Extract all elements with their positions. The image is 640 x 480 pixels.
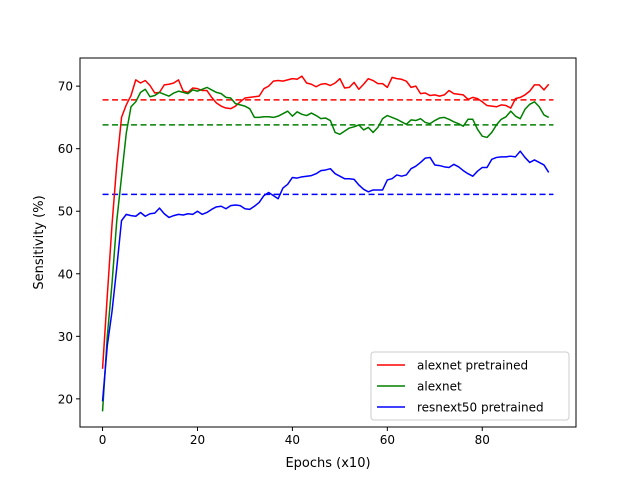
legend-label: alexnet pretrained [417,359,528,373]
y-tick-label: 30 [58,330,73,344]
y-tick-label: 60 [58,142,73,156]
x-tick-label: 80 [475,433,490,447]
series-line-alexnet [101,86,550,412]
series-line-resnext50-pretrained [101,150,550,402]
series-line-alexnet-pretrained [101,75,550,369]
x-axis-ticks: 0 20 40 60 80 [99,427,490,447]
x-tick-label: 60 [380,433,395,447]
x-tick-label: 0 [99,433,107,447]
legend-label: resnext50 pretrained [417,401,544,415]
legend: alexnet pretrained alexnet resnext50 pretr… [370,351,570,421]
x-tick-label: 40 [285,433,300,447]
axes-frame [79,57,577,428]
x-axis-label: Epochs (x10) [285,456,370,471]
y-tick-label: 70 [58,80,73,94]
x-tick-label: 20 [190,433,205,447]
y-tick-label: 40 [58,267,73,281]
data-series [101,75,550,412]
legend-label: alexnet [417,380,462,394]
legend-box [370,351,570,421]
y-tick-label: 20 [58,392,73,406]
y-axis-ticks: 20 30 40 50 60 70 [58,80,80,406]
y-tick-label: 50 [58,205,73,219]
y-axis-label: Sensitivity (%) [32,195,47,289]
